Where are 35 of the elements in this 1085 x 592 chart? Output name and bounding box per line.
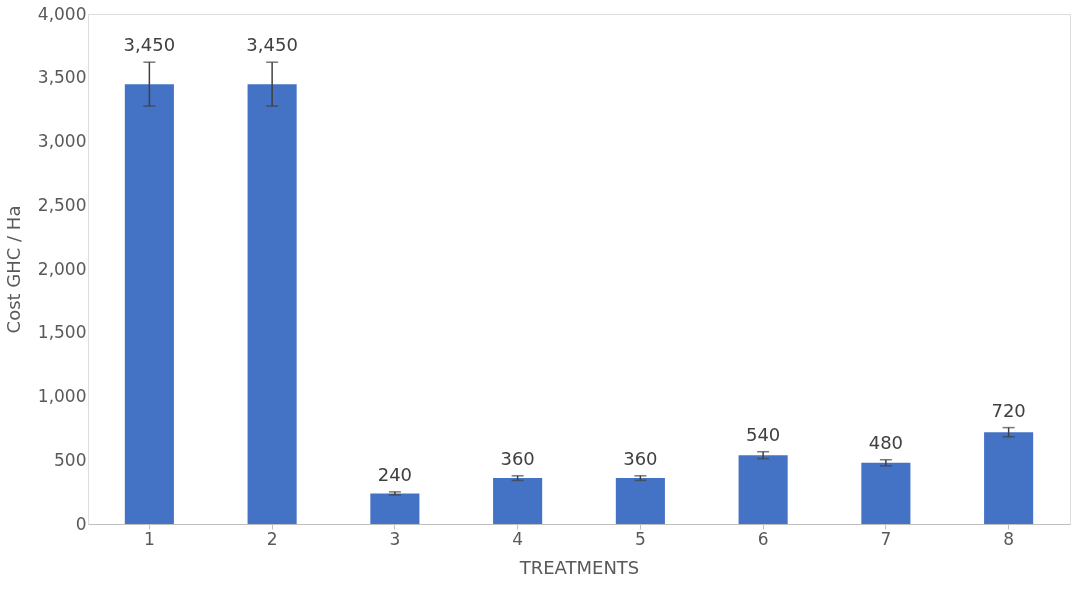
data-label: 3,450 bbox=[123, 34, 176, 56]
y-tick-label: 3,500 bbox=[37, 67, 87, 88]
data-label: 540 bbox=[745, 423, 781, 445]
data-label: 360 bbox=[623, 447, 658, 469]
y-tick-label: 1,000 bbox=[37, 386, 87, 406]
data-label: 240 bbox=[377, 463, 413, 485]
y-tick-label: 4,000 bbox=[37, 3, 87, 24]
data-label: 360 bbox=[500, 447, 535, 469]
data-label: 3,450 bbox=[246, 34, 298, 56]
data-label: 480 bbox=[868, 431, 904, 453]
y-axis-title: Cost GHC / Ha bbox=[2, 205, 24, 334]
bar bbox=[738, 455, 788, 524]
x-tick-label: 7 bbox=[880, 528, 892, 549]
x-tick-label: 5 bbox=[634, 528, 646, 549]
bar bbox=[124, 84, 174, 524]
y-tick-label: 2,000 bbox=[37, 258, 87, 279]
y-tick-label: 0 bbox=[75, 513, 87, 534]
y-tick-label: 3,000 bbox=[37, 131, 87, 151]
data-label: 720 bbox=[991, 399, 1026, 421]
bar bbox=[370, 493, 420, 524]
bar bbox=[861, 462, 911, 524]
x-tick-label: 8 bbox=[1003, 528, 1015, 549]
y-tick-label: 2,500 bbox=[37, 194, 87, 215]
x-tick-label: 1 bbox=[143, 528, 155, 549]
y-tick-label: 500 bbox=[54, 449, 87, 470]
y-tick-label: 1,500 bbox=[37, 322, 87, 343]
x-tick-label: 3 bbox=[389, 528, 401, 549]
bar bbox=[984, 432, 1034, 524]
x-axis-title: TREATMENTS bbox=[518, 556, 640, 578]
x-tick-label: 2 bbox=[266, 528, 278, 549]
x-tick-label: 4 bbox=[512, 528, 524, 549]
bar bbox=[615, 478, 665, 524]
x-tick-label: 6 bbox=[757, 528, 769, 549]
bar bbox=[247, 84, 297, 524]
bar bbox=[493, 478, 543, 524]
